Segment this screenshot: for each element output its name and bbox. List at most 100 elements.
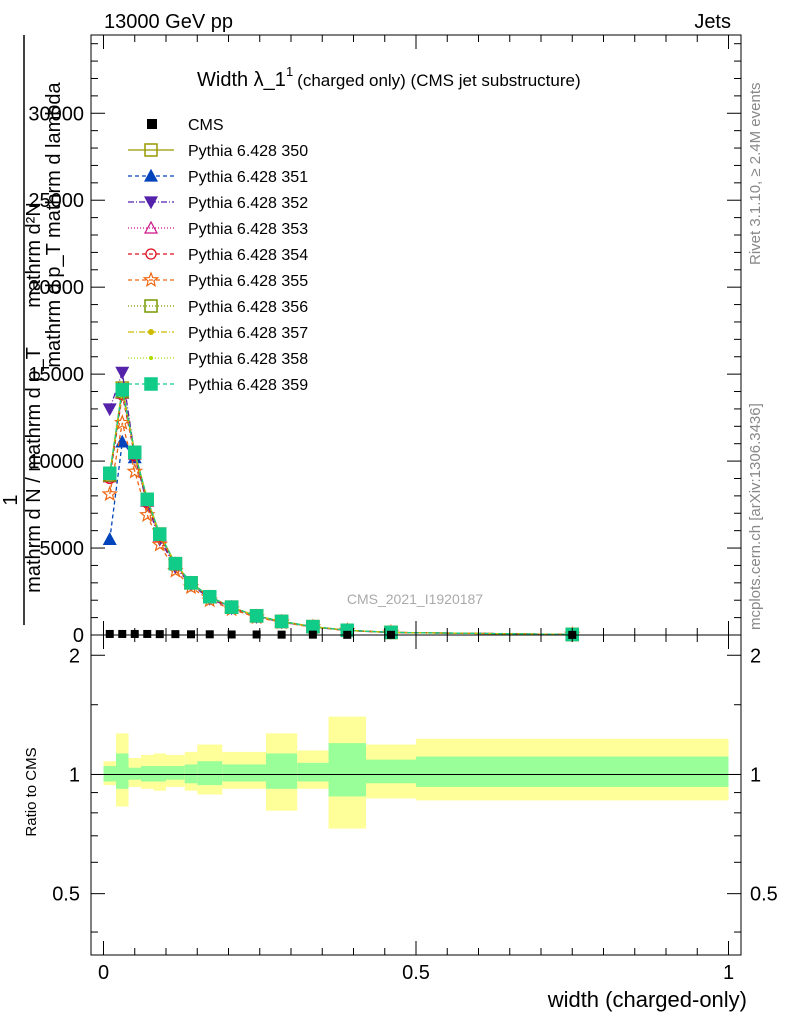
title-main: Width λ_1 [197,69,286,91]
legend-label: Pythia 6.428 351 [188,169,308,186]
ratio-panel: 0.5 0.5 1 1 2 2 [52,634,778,956]
y-tick-label: 15000 [28,364,84,386]
legend-label: Pythia 6.428 350 [188,143,308,160]
y-tick-label: 10000 [28,451,84,473]
x-axis-label: width (charged-only) [547,987,747,1012]
legend-marker [148,329,154,335]
ratio-band-inner [366,759,416,784]
title-sup: 1 [286,64,293,79]
series-point [274,614,289,629]
series-point [224,600,239,614]
series-point [168,556,183,571]
series-point [203,589,217,604]
ratio-band-inner [197,761,223,786]
ratio-band-inner [297,762,329,782]
legend-marker [144,299,158,313]
ratio-band-inner [184,764,198,784]
x-tick-label: 1 [723,962,734,984]
cms-point [252,630,261,639]
ratio-band-inner [222,764,241,782]
ratio-band-inner [416,756,729,787]
y-tick-label: 25000 [28,190,84,212]
chart-title: Width λ_11 (charged only) (CMS jet substr… [197,64,581,91]
svg-text:Width λ_11(charged only) (CMS: Width λ_11 (charged only) (CMS jet substr… [197,64,581,91]
ratio-band-inner [128,767,141,780]
y-tick-label: 30000 [28,103,84,125]
series-point [140,492,154,507]
series-line [109,393,573,636]
main-ylabel: 1 mathrm d²N mathrm d p_T mathrm d lambd… [0,35,65,625]
ratio-tick-label: 0.5 [52,884,80,906]
series-line [109,391,573,636]
mcplots-label: mcplots.cern.ch [arXiv:1306.3436] [747,403,764,630]
legend-label: Pythia 6.428 359 [188,377,308,394]
series-point [102,532,117,545]
series-point [103,466,117,481]
watermark: CMS_2021_I1920187 [347,591,483,607]
ratio-band-inner [266,753,298,789]
series-point [126,462,144,479]
legend-label: Pythia 6.428 354 [188,247,308,264]
legend-cms-label: CMS [188,117,224,134]
cms-point [227,630,236,639]
ylabel-lambda: mathrm d p_T mathrm d lambda [43,81,65,367]
ylabel-numerator: mathrm d²N [23,202,45,308]
ratio-tick-label: 2 [69,645,80,667]
cms-point [171,630,180,639]
y-tick-label: 5000 [40,538,85,560]
legend-label: Pythia 6.428 353 [188,221,308,238]
ratio-band-inner [141,766,154,782]
series-point [115,434,130,448]
ratio-band-inner [103,766,116,782]
title-rest: (charged only) (CMS jet substructure) [297,71,580,90]
series-point [153,527,167,541]
cms-point [118,629,127,638]
main-panel: 0 5000 10000 15000 20000 25000 30000 CMS_2021_… [28,34,742,647]
ratio-band-inner [166,766,185,780]
ratio-band-inner [241,764,266,782]
cms-point [143,629,152,638]
legend-marker [144,377,158,391]
cms-point [155,630,164,639]
ratio-band-inner [116,753,129,789]
legend-marker [145,248,157,260]
header-right: Jets [694,11,731,33]
legend-marker [143,196,159,210]
series-line [109,389,573,636]
y-tick-label: 20000 [28,277,84,299]
series-line [109,440,573,636]
ratio-band-inner [153,766,166,782]
series-line [109,387,573,636]
series-line [109,372,573,636]
ratio-tick-label: 1 [69,764,80,786]
series-line [109,422,573,636]
series-point [115,366,130,380]
cms-point [187,630,195,639]
series-line [109,394,573,636]
series-point [101,485,118,502]
ratio-tick-label: 0.5 [750,884,778,906]
legend-cms-marker [147,119,157,129]
ratio-ylabel: Ratio to CMS [23,747,40,836]
legend-marker [142,271,160,288]
legend-label: Pythia 6.428 355 [188,273,308,290]
series-point [128,445,142,460]
legend-label: Pythia 6.428 356 [188,299,308,316]
legend-label: Pythia 6.428 357 [188,325,308,342]
legend-marker [143,168,159,182]
legend-marker [149,356,153,360]
legend-marker [144,143,158,157]
rivet-label: Rivet 3.1.10, ≥ 2.4M events [747,83,764,266]
series-point [151,535,168,552]
cms-point [105,629,114,638]
ylabel-one: 1 [0,494,22,505]
series-point [115,383,129,397]
series-point [249,609,264,623]
legend-label: Pythia 6.428 352 [188,195,308,212]
cms-point [205,630,214,639]
legend: CMS Pythia 6.428 350 Pythia 6.428 351 Pythi… [128,117,308,394]
header-left: 13000 GeV pp [104,11,233,33]
ratio-tick-label: 1 [750,764,761,786]
series-line [109,389,573,636]
